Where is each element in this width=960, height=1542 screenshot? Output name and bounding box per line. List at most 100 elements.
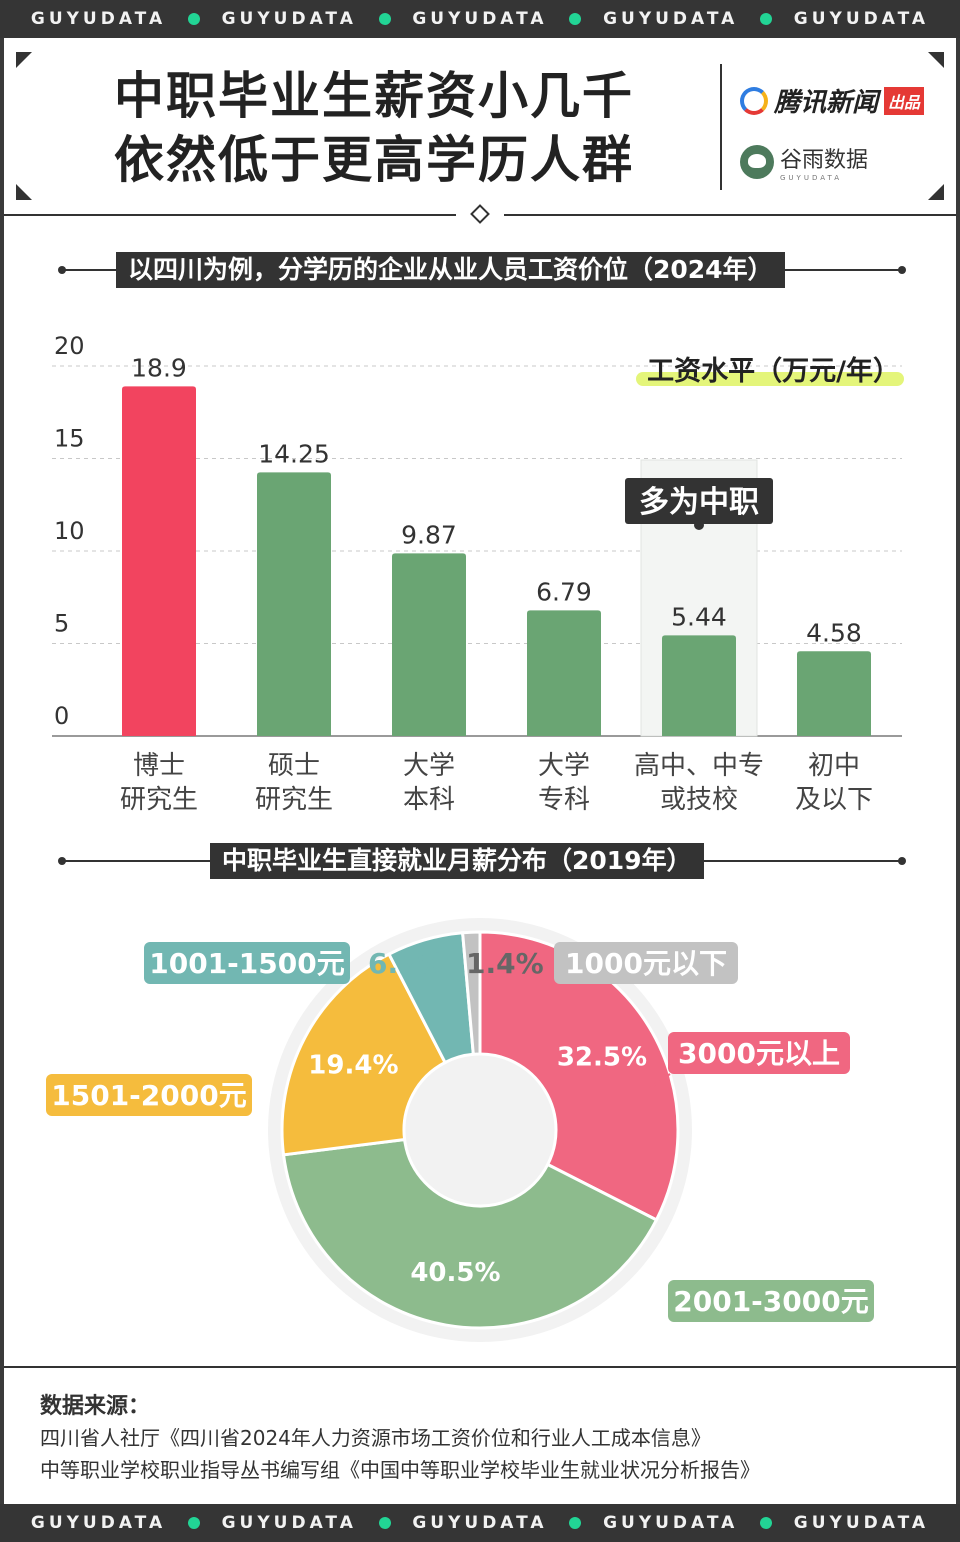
tencent-news-logo: 腾讯新闻 出品	[740, 82, 925, 119]
x-tick-label: 研究生	[120, 785, 198, 815]
legend-3000-plus: 3000元以上	[668, 1032, 850, 1074]
legend-1000-below: 1000元以下	[554, 942, 738, 984]
brand-text: GUYUDATA	[412, 9, 548, 29]
dot-icon	[378, 1517, 391, 1529]
bar	[392, 553, 466, 736]
pie-slice	[460, 930, 482, 1056]
legend-pill	[46, 1074, 252, 1116]
brand-text: GUYUDATA	[221, 1513, 357, 1533]
dot-icon	[187, 1517, 200, 1529]
slice-percent-label: 6.2%	[368, 947, 446, 980]
legend-pill-label: 1000元以下	[565, 947, 727, 980]
data-label: 5.44	[671, 602, 727, 631]
bar	[122, 386, 196, 736]
bar	[662, 635, 736, 736]
label-highlight	[636, 372, 904, 386]
dot-icon	[187, 13, 200, 25]
brand-text: GUYUDATA	[30, 1513, 167, 1533]
source-heading: 数据来源：	[40, 1394, 151, 1419]
y-axis-label: 工资水平（万元/年）	[636, 355, 904, 387]
corner-mark-icon	[928, 52, 944, 68]
dot-icon	[760, 1517, 773, 1529]
diamond-icon	[470, 204, 490, 224]
brand-text: GUYUDATA	[30, 9, 167, 29]
pie-slice	[280, 952, 448, 1157]
annotation-callout: 多为中职	[625, 478, 773, 530]
dot-icon	[569, 1517, 582, 1529]
logo-sub: GUYUDATA	[780, 174, 842, 182]
legend-pill	[144, 942, 350, 984]
data-label: 9.87	[401, 520, 457, 549]
legend-1501-2000: 1501-2000元	[46, 1074, 252, 1116]
corner-mark-icon	[928, 184, 944, 200]
callout-pointer-icon	[694, 520, 704, 530]
data-label: 6.79	[536, 577, 592, 606]
brand-text: GUYUDATA	[603, 1513, 739, 1533]
x-tick-label: 高中、中专	[634, 751, 764, 781]
brand-strip-top: GUYUDATA GUYUDATA GUYUDATA GUYUDATA GUYU…	[0, 0, 960, 38]
corner-mark-icon	[16, 52, 32, 68]
legend-pill	[668, 1032, 850, 1074]
y-tick-label: 10	[54, 517, 85, 545]
x-tick-label: 初中	[808, 751, 860, 781]
logo-name: 腾讯新闻	[774, 88, 879, 118]
legend-pill-label: 2001-3000元	[673, 1285, 868, 1318]
y-tick-label: 15	[54, 425, 85, 453]
tencent-news-icon	[740, 86, 768, 115]
callout-box	[625, 478, 773, 524]
y-tick-label: 20	[54, 332, 85, 360]
page-title: 中职毕业生薪资小几千 依然低于更高学历人群	[114, 64, 634, 192]
slice-percent-label: 32.5%	[557, 1042, 647, 1072]
logo-tag: 出品	[884, 86, 925, 115]
bird-icon	[740, 145, 774, 179]
bar	[797, 651, 871, 736]
infographic-card: 中职毕业生薪资小几千 依然低于更高学历人群 腾讯新闻 出品 谷雨数据 GUYUD…	[4, 38, 956, 1504]
brand-text: GUYUDATA	[793, 1513, 930, 1533]
brand-text: GUYUDATA	[603, 9, 739, 29]
corner-mark-icon	[16, 184, 32, 200]
legend-pill-label: 1001-1500元	[149, 947, 344, 980]
x-tick-label: 大学	[403, 751, 455, 781]
title-line-1: 中职毕业生薪资小几千	[114, 67, 634, 125]
logo-name: 谷雨数据	[780, 148, 869, 173]
callout-text: 多为中职	[639, 485, 759, 520]
x-tick-label: 大学	[538, 751, 590, 781]
header-divider	[720, 64, 722, 190]
pie-section-title: 中职毕业生直接就业月薪分布（2019年）	[210, 843, 704, 879]
legend-pill-label: 1501-2000元	[51, 1079, 246, 1112]
leader-line	[649, 1073, 671, 1089]
x-tick-label: 或技校	[660, 785, 738, 815]
y-axis-label-text: 工资水平（万元/年）	[647, 355, 900, 387]
slice-percent-label: 19.4%	[308, 1050, 398, 1080]
dot-icon	[378, 13, 391, 25]
data-label: 18.9	[131, 353, 187, 382]
brand-text: GUYUDATA	[412, 1513, 548, 1533]
brand-text: GUYUDATA	[221, 9, 357, 29]
x-tick-label: 专科	[538, 785, 590, 815]
header-rule	[4, 214, 956, 216]
y-tick-label: 0	[54, 702, 69, 730]
dot-icon	[760, 13, 773, 25]
source-line-2: 中等职业学校职业指导丛书编写组《中国中等职业学校毕业生就业状况分析报告》	[40, 1458, 760, 1482]
slice-percent-label: 40.5%	[410, 1258, 500, 1288]
data-label: 4.58	[806, 618, 862, 647]
footer-rule	[4, 1366, 956, 1368]
x-tick-label: 本科	[403, 785, 455, 815]
x-tick-label: 研究生	[255, 785, 333, 815]
source-line-1: 四川省人社厅《四川省2024年人力资源市场工资价位和行业人工成本信息》	[40, 1426, 711, 1450]
legend-1001-1500: 1001-1500元	[144, 942, 350, 984]
legend-pill	[554, 942, 738, 984]
brand-text: GUYUDATA	[793, 9, 930, 29]
dot-icon	[569, 13, 582, 25]
legend-pill-label: 3000元以上	[678, 1037, 840, 1070]
x-tick-label: 硕士	[268, 751, 320, 781]
legend-2001-3000: 2001-3000元	[668, 1280, 874, 1322]
pie-slice	[281, 1137, 659, 1330]
slice-percent-label: 1.4%	[466, 947, 544, 980]
bar	[527, 610, 601, 736]
y-tick-label: 5	[54, 610, 69, 638]
guyu-data-logo: 谷雨数据 GUYUDATA	[740, 142, 868, 182]
x-tick-label: 博士	[133, 751, 185, 781]
bar-section-title: 以四川为例，分学历的企业从业人员工资价位（2024年）	[116, 252, 785, 288]
